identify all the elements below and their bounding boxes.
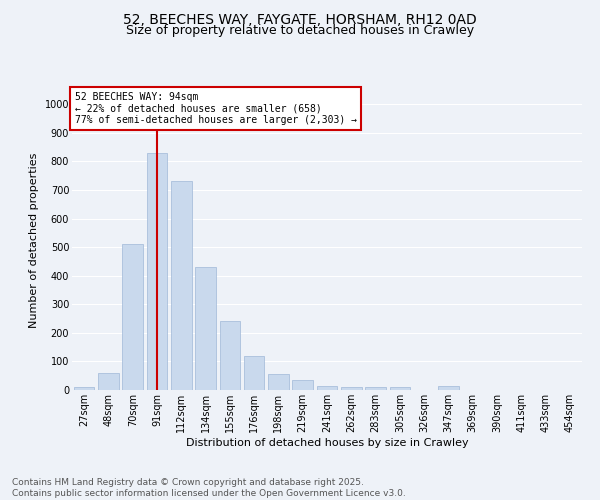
Text: Size of property relative to detached houses in Crawley: Size of property relative to detached ho… xyxy=(126,24,474,37)
Text: 52 BEECHES WAY: 94sqm
← 22% of detached houses are smaller (658)
77% of semi-det: 52 BEECHES WAY: 94sqm ← 22% of detached … xyxy=(74,92,356,124)
Bar xyxy=(146,153,167,390)
Bar xyxy=(171,182,191,390)
Bar xyxy=(74,387,94,390)
Bar xyxy=(98,373,119,390)
Bar xyxy=(438,386,459,390)
Y-axis label: Number of detached properties: Number of detached properties xyxy=(29,152,39,328)
Text: Contains HM Land Registry data © Crown copyright and database right 2025.
Contai: Contains HM Land Registry data © Crown c… xyxy=(12,478,406,498)
Bar xyxy=(365,387,386,390)
Bar xyxy=(389,387,410,390)
Bar xyxy=(268,374,289,390)
Bar xyxy=(317,386,337,390)
Text: 52, BEECHES WAY, FAYGATE, HORSHAM, RH12 0AD: 52, BEECHES WAY, FAYGATE, HORSHAM, RH12 … xyxy=(123,12,477,26)
Bar xyxy=(220,322,240,390)
Bar xyxy=(341,387,362,390)
Bar xyxy=(195,267,216,390)
Bar xyxy=(122,244,143,390)
X-axis label: Distribution of detached houses by size in Crawley: Distribution of detached houses by size … xyxy=(185,438,469,448)
Bar xyxy=(292,380,313,390)
Bar xyxy=(244,356,265,390)
